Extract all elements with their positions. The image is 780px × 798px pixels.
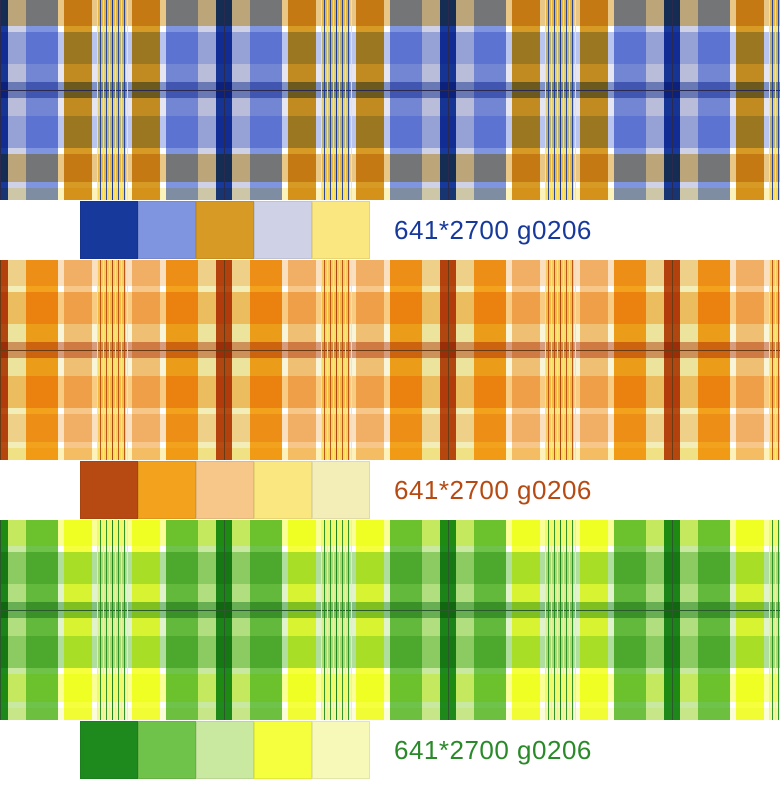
color-swatch	[254, 461, 312, 519]
plaid-pattern	[0, 260, 780, 460]
color-swatch	[138, 201, 196, 259]
pattern-variant-green-yellow: 641*2700 g0206	[0, 520, 780, 780]
color-swatch	[196, 461, 254, 519]
color-swatch	[312, 201, 370, 259]
color-swatch	[196, 201, 254, 259]
color-swatch	[254, 201, 312, 259]
plaid-pattern	[0, 520, 780, 720]
palette-legend: 641*2700 g0206	[0, 200, 780, 260]
color-swatch	[196, 721, 254, 779]
plaid-pattern	[0, 0, 780, 200]
color-swatch	[312, 461, 370, 519]
palette-legend: 641*2700 g0206	[0, 720, 780, 780]
color-swatch	[138, 461, 196, 519]
color-swatch	[80, 201, 138, 259]
palette-legend: 641*2700 g0206	[0, 460, 780, 520]
color-swatch	[312, 721, 370, 779]
pattern-label: 641*2700 g0206	[394, 475, 592, 506]
color-swatch	[80, 721, 138, 779]
pattern-label: 641*2700 g0206	[394, 215, 592, 246]
color-swatch	[138, 721, 196, 779]
color-swatch	[254, 721, 312, 779]
pattern-label: 641*2700 g0206	[394, 735, 592, 766]
pattern-variant-blue-gold: 641*2700 g0206	[0, 0, 780, 260]
pattern-variant-brown-orange: 641*2700 g0206	[0, 260, 780, 520]
color-swatch	[80, 461, 138, 519]
